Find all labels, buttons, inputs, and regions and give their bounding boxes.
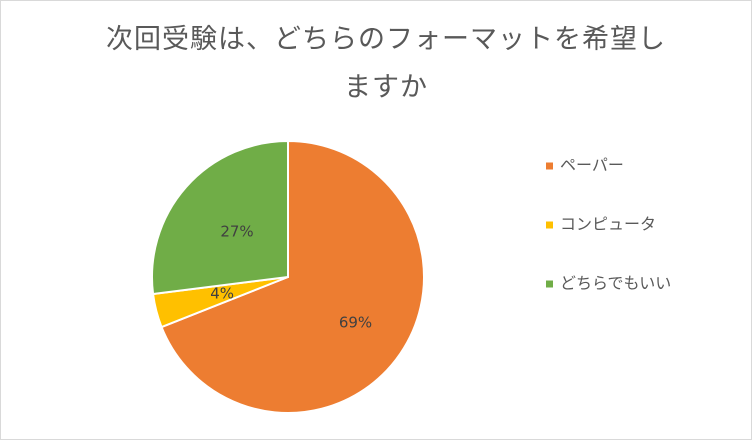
legend-marker [546,162,553,170]
legend-marker [546,280,553,288]
data-label: 69% [339,313,372,331]
legend-marker [546,221,553,229]
data-label: 27% [220,223,253,241]
pie-slice [151,139,289,296]
pie-slice [160,139,425,414]
data-label: 4% [210,284,234,302]
legend-label: ペーパー [560,156,624,175]
chart-title: 次回受験は、どちらのフォーマットを希望しますか [106,24,666,103]
legend-label: コンピュータ [560,215,656,234]
legend-label: どちらでもいい [560,274,671,293]
